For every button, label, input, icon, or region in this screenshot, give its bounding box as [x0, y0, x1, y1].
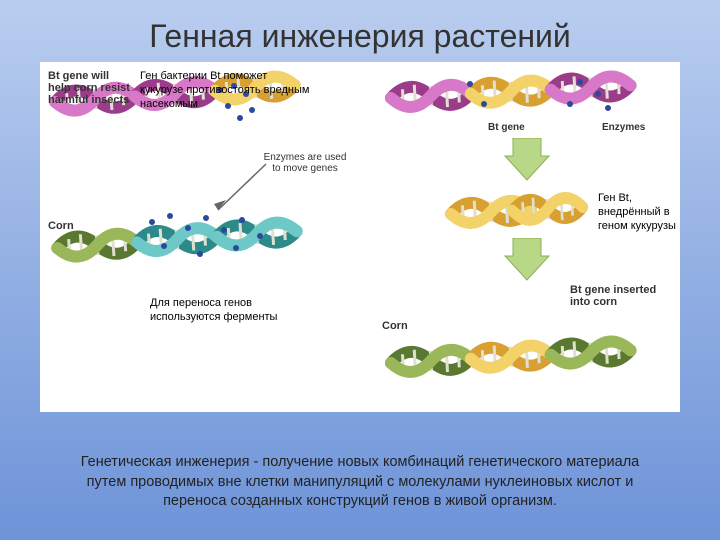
diagram: Bt gene will help corn resist harmful in… [40, 62, 680, 412]
footer-definition: Генетическая инженерия - получение новых… [60, 453, 660, 512]
label-bt-inserted-en: Bt gene inserted into corn [570, 284, 680, 308]
helix-bt-fragment [440, 182, 600, 238]
arrow-down-2 [502, 238, 552, 284]
arrow-down-1 [502, 138, 552, 184]
label-corn-en-left: Corn [48, 220, 74, 232]
label-bt-inserted-ru: Ген Bt, внедрённый в геном кукурузы [598, 192, 676, 233]
label-bt-ru: Ген бактерии Bt поможет кукурузе противо… [140, 70, 310, 111]
page-title: Генная инженерия растений [0, 0, 720, 55]
label-enzymes-ru: Для переноса генов используются ферменты [150, 297, 280, 325]
helix-corn-right [380, 327, 680, 397]
label-corn-en-right: Corn [382, 320, 408, 332]
label-bt-en: Bt gene will help corn resist harmful in… [48, 70, 138, 106]
enzyme-dots-right-top [460, 74, 620, 124]
label-bt-gene: Bt gene [488, 122, 525, 133]
label-enzymes-en: Enzymes are used to move genes [250, 152, 360, 174]
label-enzymes: Enzymes [602, 122, 645, 133]
